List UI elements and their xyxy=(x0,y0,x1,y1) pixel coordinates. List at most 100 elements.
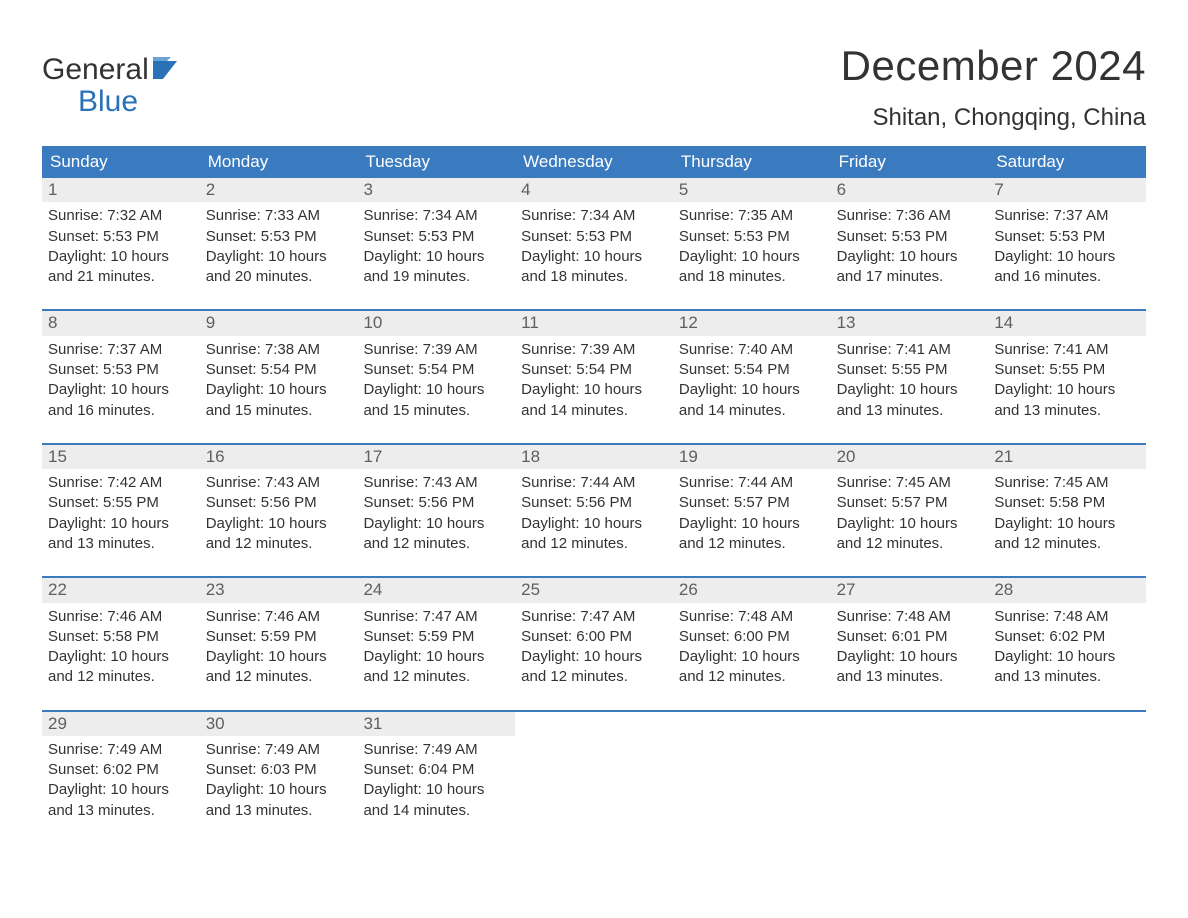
brand-top: General xyxy=(42,54,149,86)
day-details: Sunrise: 7:35 AMSunset: 5:53 PMDaylight:… xyxy=(673,202,831,287)
daylight-line: Daylight: 10 hours and 12 minutes. xyxy=(521,647,667,688)
day-number: 1 xyxy=(42,178,200,202)
daylight-line: Daylight: 10 hours and 14 minutes. xyxy=(679,380,825,421)
day-number: 7 xyxy=(988,178,1146,202)
sunrise-line: Sunrise: 7:45 AM xyxy=(994,473,1140,493)
calendar-day-cell: 4Sunrise: 7:34 AMSunset: 5:53 PMDaylight… xyxy=(515,178,673,287)
sunrise-line: Sunrise: 7:43 AM xyxy=(206,473,352,493)
calendar-day-cell: 16Sunrise: 7:43 AMSunset: 5:56 PMDayligh… xyxy=(200,445,358,554)
sunset-line: Sunset: 5:54 PM xyxy=(679,360,825,380)
daylight-line: Daylight: 10 hours and 16 minutes. xyxy=(48,380,194,421)
daylight-line: Daylight: 10 hours and 13 minutes. xyxy=(48,514,194,555)
day-details: Sunrise: 7:44 AMSunset: 5:56 PMDaylight:… xyxy=(515,469,673,554)
day-number: 8 xyxy=(42,311,200,335)
month-title: December 2024 xyxy=(841,42,1146,90)
calendar-week: 15Sunrise: 7:42 AMSunset: 5:55 PMDayligh… xyxy=(42,443,1146,554)
sunrise-line: Sunrise: 7:38 AM xyxy=(206,340,352,360)
daylight-line: Daylight: 10 hours and 12 minutes. xyxy=(48,647,194,688)
calendar-day-cell: 27Sunrise: 7:48 AMSunset: 6:01 PMDayligh… xyxy=(831,578,989,687)
sunrise-line: Sunrise: 7:46 AM xyxy=(206,607,352,627)
day-number: 12 xyxy=(673,311,831,335)
sunset-line: Sunset: 5:53 PM xyxy=(994,227,1140,247)
daylight-line: Daylight: 10 hours and 12 minutes. xyxy=(679,514,825,555)
daylight-line: Daylight: 10 hours and 12 minutes. xyxy=(363,647,509,688)
daylight-line: Daylight: 10 hours and 19 minutes. xyxy=(363,247,509,288)
day-number: 15 xyxy=(42,445,200,469)
day-number xyxy=(831,712,989,716)
sunset-line: Sunset: 5:56 PM xyxy=(206,493,352,513)
day-details: Sunrise: 7:47 AMSunset: 5:59 PMDaylight:… xyxy=(357,603,515,688)
daylight-line: Daylight: 10 hours and 16 minutes. xyxy=(994,247,1140,288)
sunset-line: Sunset: 6:00 PM xyxy=(679,627,825,647)
calendar-day-cell: 20Sunrise: 7:45 AMSunset: 5:57 PMDayligh… xyxy=(831,445,989,554)
day-details: Sunrise: 7:45 AMSunset: 5:58 PMDaylight:… xyxy=(988,469,1146,554)
calendar-day-cell: 24Sunrise: 7:47 AMSunset: 5:59 PMDayligh… xyxy=(357,578,515,687)
day-number: 21 xyxy=(988,445,1146,469)
daylight-line: Daylight: 10 hours and 17 minutes. xyxy=(837,247,983,288)
day-details: Sunrise: 7:43 AMSunset: 5:56 PMDaylight:… xyxy=(357,469,515,554)
day-details: Sunrise: 7:32 AMSunset: 5:53 PMDaylight:… xyxy=(42,202,200,287)
day-details: Sunrise: 7:48 AMSunset: 6:00 PMDaylight:… xyxy=(673,603,831,688)
calendar-day-cell: 31Sunrise: 7:49 AMSunset: 6:04 PMDayligh… xyxy=(357,712,515,821)
sunset-line: Sunset: 6:02 PM xyxy=(994,627,1140,647)
sunrise-line: Sunrise: 7:34 AM xyxy=(521,206,667,226)
day-details: Sunrise: 7:37 AMSunset: 5:53 PMDaylight:… xyxy=(42,336,200,421)
day-number: 16 xyxy=(200,445,358,469)
sunset-line: Sunset: 5:53 PM xyxy=(48,360,194,380)
day-number: 4 xyxy=(515,178,673,202)
day-details: Sunrise: 7:45 AMSunset: 5:57 PMDaylight:… xyxy=(831,469,989,554)
weekday-header: Friday xyxy=(831,146,989,178)
sunrise-line: Sunrise: 7:41 AM xyxy=(994,340,1140,360)
day-number: 24 xyxy=(357,578,515,602)
day-number: 2 xyxy=(200,178,358,202)
day-details: Sunrise: 7:49 AMSunset: 6:02 PMDaylight:… xyxy=(42,736,200,821)
calendar-day-cell: 3Sunrise: 7:34 AMSunset: 5:53 PMDaylight… xyxy=(357,178,515,287)
day-number xyxy=(515,712,673,716)
calendar-day-cell: 7Sunrise: 7:37 AMSunset: 5:53 PMDaylight… xyxy=(988,178,1146,287)
calendar-day-cell: 5Sunrise: 7:35 AMSunset: 5:53 PMDaylight… xyxy=(673,178,831,287)
calendar-day-cell: 14Sunrise: 7:41 AMSunset: 5:55 PMDayligh… xyxy=(988,311,1146,420)
day-number: 26 xyxy=(673,578,831,602)
sunset-line: Sunset: 6:03 PM xyxy=(206,760,352,780)
day-details: Sunrise: 7:36 AMSunset: 5:53 PMDaylight:… xyxy=(831,202,989,287)
sunrise-line: Sunrise: 7:48 AM xyxy=(837,607,983,627)
daylight-line: Daylight: 10 hours and 12 minutes. xyxy=(521,514,667,555)
weekday-header: Thursday xyxy=(673,146,831,178)
calendar-day-cell: 25Sunrise: 7:47 AMSunset: 6:00 PMDayligh… xyxy=(515,578,673,687)
header: General Blue December 2024 Shitan, Chong… xyxy=(42,30,1146,132)
day-number: 20 xyxy=(831,445,989,469)
day-number: 29 xyxy=(42,712,200,736)
sunset-line: Sunset: 5:55 PM xyxy=(837,360,983,380)
sunrise-line: Sunrise: 7:35 AM xyxy=(679,206,825,226)
daylight-line: Daylight: 10 hours and 12 minutes. xyxy=(206,647,352,688)
sunrise-line: Sunrise: 7:39 AM xyxy=(363,340,509,360)
calendar-day-cell xyxy=(673,712,831,821)
calendar-day-cell: 15Sunrise: 7:42 AMSunset: 5:55 PMDayligh… xyxy=(42,445,200,554)
sunset-line: Sunset: 5:56 PM xyxy=(521,493,667,513)
sunrise-line: Sunrise: 7:49 AM xyxy=(363,740,509,760)
day-details: Sunrise: 7:34 AMSunset: 5:53 PMDaylight:… xyxy=(357,202,515,287)
calendar-day-cell: 10Sunrise: 7:39 AMSunset: 5:54 PMDayligh… xyxy=(357,311,515,420)
day-number: 6 xyxy=(831,178,989,202)
sunrise-line: Sunrise: 7:42 AM xyxy=(48,473,194,493)
calendar-day-cell: 30Sunrise: 7:49 AMSunset: 6:03 PMDayligh… xyxy=(200,712,358,821)
calendar-week: 29Sunrise: 7:49 AMSunset: 6:02 PMDayligh… xyxy=(42,710,1146,821)
daylight-line: Daylight: 10 hours and 18 minutes. xyxy=(679,247,825,288)
calendar-week: 1Sunrise: 7:32 AMSunset: 5:53 PMDaylight… xyxy=(42,178,1146,287)
sunset-line: Sunset: 5:57 PM xyxy=(837,493,983,513)
sunrise-line: Sunrise: 7:44 AM xyxy=(679,473,825,493)
sunset-line: Sunset: 5:59 PM xyxy=(363,627,509,647)
sunset-line: Sunset: 5:53 PM xyxy=(206,227,352,247)
day-details: Sunrise: 7:49 AMSunset: 6:03 PMDaylight:… xyxy=(200,736,358,821)
day-number: 17 xyxy=(357,445,515,469)
day-details: Sunrise: 7:46 AMSunset: 5:58 PMDaylight:… xyxy=(42,603,200,688)
daylight-line: Daylight: 10 hours and 13 minutes. xyxy=(994,647,1140,688)
day-details: Sunrise: 7:44 AMSunset: 5:57 PMDaylight:… xyxy=(673,469,831,554)
sunrise-line: Sunrise: 7:48 AM xyxy=(994,607,1140,627)
sunset-line: Sunset: 5:53 PM xyxy=(521,227,667,247)
sunrise-line: Sunrise: 7:49 AM xyxy=(206,740,352,760)
sunset-line: Sunset: 5:58 PM xyxy=(48,627,194,647)
sunset-line: Sunset: 5:59 PM xyxy=(206,627,352,647)
weekday-header: Saturday xyxy=(988,146,1146,178)
calendar-day-cell: 17Sunrise: 7:43 AMSunset: 5:56 PMDayligh… xyxy=(357,445,515,554)
